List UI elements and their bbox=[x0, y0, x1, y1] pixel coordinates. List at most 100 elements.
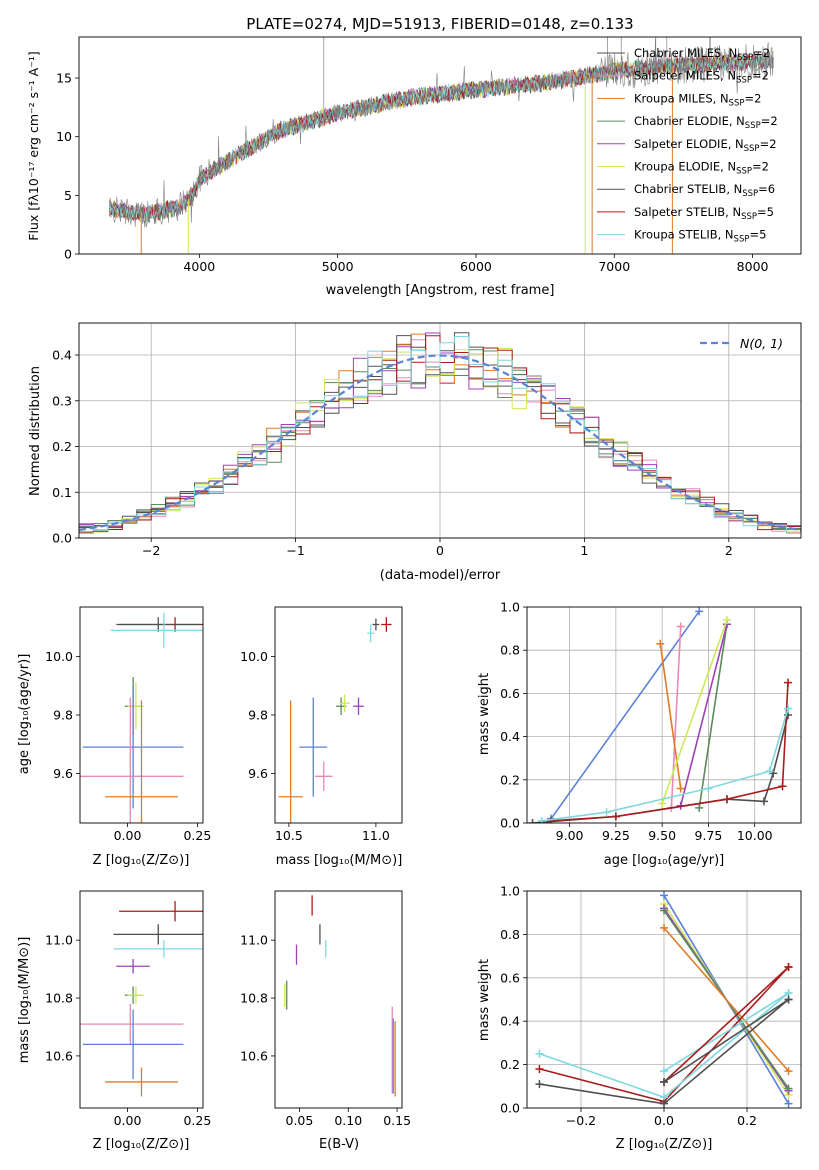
legend-entry: Chabrier ELODIE, NSSP=2 bbox=[634, 114, 778, 131]
x-axis-label: E(B-V) bbox=[319, 1137, 359, 1152]
weight-marker bbox=[784, 704, 793, 713]
spectrum-data-line bbox=[109, 37, 774, 228]
weight-marker bbox=[660, 1077, 668, 1086]
weight-marker bbox=[611, 812, 620, 821]
y-tick-label: 0.2 bbox=[52, 439, 72, 454]
x-axis-label: wavelength [Angstrom, rest frame] bbox=[326, 283, 555, 298]
y-axis-label: Flux [fλ10⁻¹⁷ erg cm⁻² s⁻¹ A⁻¹] bbox=[26, 51, 41, 240]
weight-marker bbox=[722, 795, 731, 804]
legend-entry: Chabrier STELIB, NSSP=6 bbox=[634, 182, 775, 199]
weight-marker bbox=[660, 891, 668, 900]
weight-line bbox=[661, 619, 728, 804]
y-tick-label: 5 bbox=[64, 188, 72, 203]
error-bar-point bbox=[127, 986, 145, 1004]
x-tick-label: 0 bbox=[436, 543, 444, 558]
legend-entry: Kroupa MILES, NSSP=2 bbox=[634, 91, 761, 108]
y-tick-label: 9.8 bbox=[53, 708, 73, 723]
y-axis-label: mass weight bbox=[477, 959, 492, 1041]
legend-entry: Kroupa STELIB, NSSP=5 bbox=[634, 228, 766, 245]
weight-marker bbox=[676, 784, 685, 793]
weight-line bbox=[679, 624, 728, 806]
x-axis-label: mass [log₁₀(M/M⊙)] bbox=[276, 853, 403, 868]
y-tick-label: 0.6 bbox=[500, 970, 520, 985]
legend-entry: Salpeter MILES, NSSP=2 bbox=[634, 69, 769, 86]
chart-1-plot-area bbox=[79, 323, 801, 538]
x-tick-label: 0.00 bbox=[114, 1113, 142, 1128]
x-tick-label: 0.10 bbox=[334, 1113, 362, 1128]
error-bar-point bbox=[119, 901, 203, 922]
weight-marker bbox=[660, 1099, 668, 1108]
error-bar-point bbox=[299, 697, 328, 797]
weight-marker bbox=[535, 1049, 544, 1058]
error-bar-point bbox=[105, 1067, 178, 1097]
weight-marker bbox=[656, 639, 665, 648]
y-tick-label: 0.1 bbox=[52, 485, 72, 500]
error-bar-point bbox=[116, 617, 201, 632]
x-tick-label: 10.00 bbox=[737, 828, 773, 843]
x-tick-label: 9.50 bbox=[648, 828, 676, 843]
x-tick-label: 2 bbox=[725, 543, 733, 558]
chart-0: 4000 5000 6000 7000 8000 0 5 10 15 Chabrier MILES… bbox=[26, 36, 802, 298]
chart-3: 10.5 11.0 9.6 9.8 10.0 mass [log₁₀(M/M⊙)] bbox=[240, 606, 403, 868]
weight-series bbox=[660, 988, 793, 1076]
x-tick-label: 9.00 bbox=[556, 828, 584, 843]
chart-7-plot-area bbox=[527, 891, 801, 1108]
y-tick-label: 0.8 bbox=[500, 927, 520, 942]
y-tick-label: 15 bbox=[56, 71, 72, 86]
y-tick-label: 9.6 bbox=[248, 766, 268, 781]
x-tick-label: 0.15 bbox=[383, 1113, 411, 1128]
y-axis-label: Normed distribution bbox=[28, 366, 43, 496]
weight-marker bbox=[784, 962, 793, 971]
y-tick-label: 0.3 bbox=[52, 393, 72, 408]
y-tick-label: 10.6 bbox=[45, 1048, 73, 1063]
chart-1: −2 −1 0 1 2 0.0 0.1 0.2 0.3 0.4 N(0, 1) (data-model… bbox=[28, 322, 802, 583]
y-axis-label: age [log₁₀(age/yr)] bbox=[17, 654, 32, 775]
y-axis-label: mass weight bbox=[477, 673, 492, 755]
error-bar-point bbox=[80, 697, 184, 823]
chart-4: 9.00 9.25 9.50 9.75 10.00 0.0 0.2 0.4 0.6 0.8 1.0 a… bbox=[477, 600, 802, 868]
chart-0-plot-area bbox=[109, 37, 774, 254]
weight-marker bbox=[784, 995, 793, 1004]
weight-series bbox=[660, 995, 793, 1086]
weight-marker bbox=[602, 808, 611, 817]
error-bar-point bbox=[367, 624, 375, 643]
error-bar-point bbox=[339, 694, 350, 713]
y-tick-label: 1.0 bbox=[500, 884, 520, 899]
error-bar-point bbox=[278, 700, 303, 823]
weight-marker bbox=[660, 1067, 668, 1076]
weight-line bbox=[670, 626, 682, 808]
x-tick-label: 9.25 bbox=[602, 828, 630, 843]
x-tick-label: −1 bbox=[286, 543, 304, 558]
x-tick-label: 6000 bbox=[460, 259, 492, 274]
y-tick-label: 10.8 bbox=[45, 991, 73, 1006]
chart-2-plot-area bbox=[80, 612, 203, 823]
weight-marker bbox=[784, 1084, 793, 1093]
weight-marker bbox=[695, 803, 704, 812]
chart-5-plot-area bbox=[80, 901, 203, 1097]
x-axis-label: Z [log₁₀(Z/Z⊙)] bbox=[616, 1137, 713, 1152]
weight-marker bbox=[704, 784, 713, 793]
legend-entry: N(0, 1) bbox=[740, 336, 783, 351]
y-tick-label: 0.2 bbox=[500, 772, 520, 787]
error-bar-point bbox=[116, 958, 150, 974]
y-tick-label: 10.0 bbox=[240, 649, 268, 664]
chart-3-plot-area bbox=[278, 617, 392, 823]
x-tick-label: 0.0 bbox=[654, 1113, 674, 1128]
x-tick-label: 0.25 bbox=[183, 1113, 211, 1128]
error-bar-point bbox=[113, 924, 203, 945]
weight-line bbox=[532, 714, 789, 823]
weight-series bbox=[660, 923, 793, 1076]
weight-marker bbox=[537, 816, 546, 823]
weight-marker bbox=[784, 1067, 793, 1076]
x-tick-label: 0.05 bbox=[286, 1113, 314, 1128]
y-tick-label: 10 bbox=[56, 129, 72, 144]
axes-frame bbox=[274, 890, 403, 1109]
weight-marker bbox=[658, 799, 667, 808]
x-tick-label: 11.0 bbox=[362, 828, 390, 843]
y-tick-label: 10.6 bbox=[240, 1048, 268, 1063]
axes-frame bbox=[274, 606, 403, 824]
error-bar-point bbox=[315, 761, 333, 791]
y-tick-label: 11.0 bbox=[45, 933, 73, 948]
error-bar-point bbox=[110, 612, 203, 648]
error-bar-point bbox=[82, 1009, 184, 1080]
